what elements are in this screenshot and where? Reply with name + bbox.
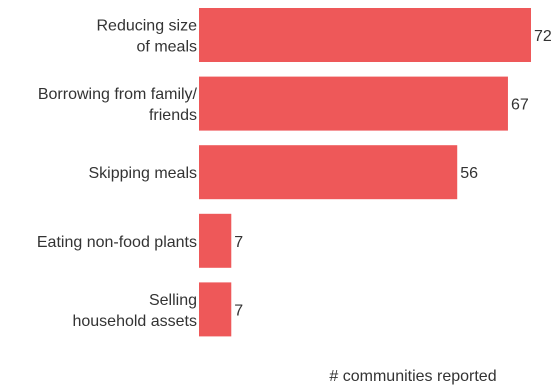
category-label-4-line-0: Selling xyxy=(149,292,197,309)
bar-0 xyxy=(199,8,531,62)
value-label-2: 56 xyxy=(460,165,478,182)
category-label-0-line-0: Reducing size xyxy=(97,18,198,35)
x-axis-title: # communities reported xyxy=(329,368,496,385)
value-label-3: 7 xyxy=(234,234,243,251)
category-label-2-line-0: Skipping meals xyxy=(89,165,198,182)
value-label-1: 67 xyxy=(511,97,529,114)
bar-2 xyxy=(199,145,458,200)
bar-1 xyxy=(199,76,508,131)
bar-3 xyxy=(199,213,232,268)
category-label-1-line-0: Borrowing from family/ xyxy=(38,86,198,103)
value-labels-group: 72 67 56 7 7 xyxy=(234,28,552,319)
category-label-1-line-1: friends xyxy=(149,107,197,124)
bars-group xyxy=(199,8,531,337)
value-label-0: 72 xyxy=(534,28,552,45)
bar-4 xyxy=(199,282,232,337)
category-label-0-line-1: of meals xyxy=(137,39,197,56)
category-labels-group: Reducing size of meals Borrowing from fami… xyxy=(37,18,198,330)
category-label-4-line-1: household assets xyxy=(72,313,197,330)
value-label-4: 7 xyxy=(234,302,243,319)
category-label-3-line-0: Eating non-food plants xyxy=(37,234,197,251)
